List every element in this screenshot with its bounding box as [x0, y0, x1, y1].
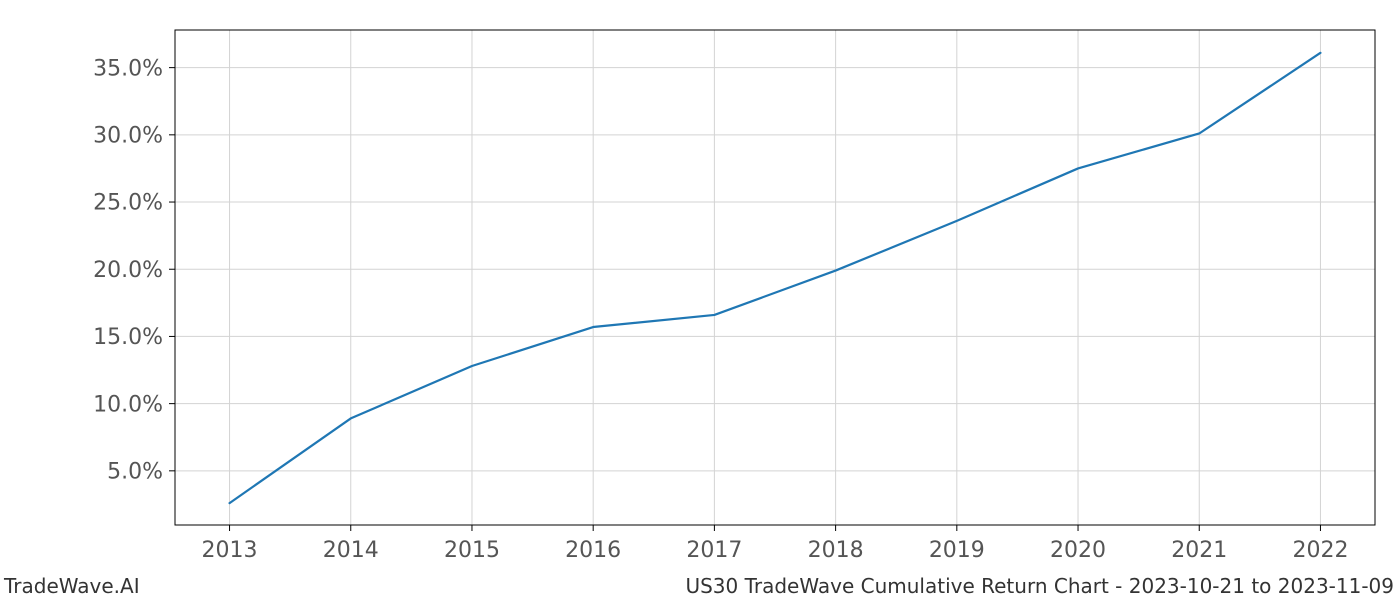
footer-right-label: US30 TradeWave Cumulative Return Chart -…	[685, 574, 1394, 598]
y-tick-label: 20.0%	[93, 258, 163, 283]
x-tick-label: 2014	[323, 538, 379, 563]
y-tick-label: 15.0%	[93, 325, 163, 350]
x-tick-label: 2021	[1171, 538, 1227, 563]
y-tick-label: 35.0%	[93, 56, 163, 81]
x-tick-label: 2015	[444, 538, 500, 563]
y-tick-label: 5.0%	[107, 460, 163, 485]
x-tick-label: 2019	[929, 538, 985, 563]
y-tick-label: 25.0%	[93, 191, 163, 216]
chart-container: 2013 2014 2015 2016 2017 2018 2019 2020 2021 2022…	[0, 0, 1400, 600]
x-tick-label: 2018	[808, 538, 864, 563]
x-tick-label: 2013	[202, 538, 258, 563]
line-chart-svg: 2013 2014 2015 2016 2017 2018 2019 2020 2021 2022…	[0, 0, 1400, 600]
x-tick-label: 2022	[1292, 538, 1348, 563]
x-tick-label: 2016	[565, 538, 621, 563]
x-tick-label: 2017	[686, 538, 742, 563]
x-tick-label: 2020	[1050, 538, 1106, 563]
y-tick-label: 30.0%	[93, 124, 163, 149]
y-tick-label: 10.0%	[93, 392, 163, 417]
footer-left-label: TradeWave.AI	[4, 574, 140, 598]
